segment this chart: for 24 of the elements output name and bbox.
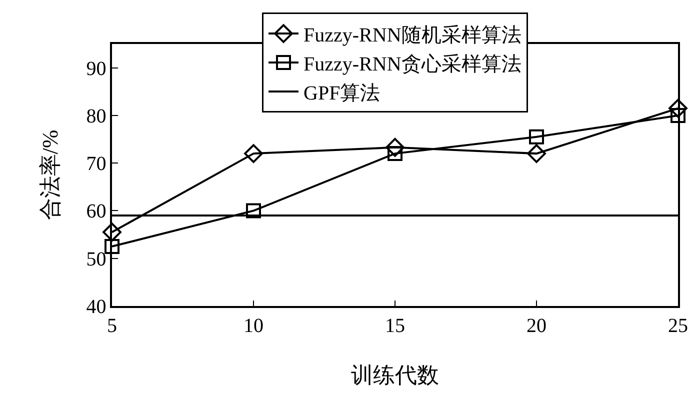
- x-tick-label: 15: [385, 314, 405, 337]
- x-tick-label: 25: [668, 314, 688, 337]
- y-tick-label: 40: [86, 296, 106, 318]
- x-tick-label: 20: [526, 314, 546, 337]
- legend-label: Fuzzy-RNN贪心采样算法: [304, 53, 522, 76]
- y-axis-title: 合法率/%: [38, 130, 62, 220]
- point: [529, 129, 544, 144]
- point: [104, 238, 120, 254]
- point: [244, 144, 263, 164]
- legend-label: Fuzzy-RNN随机采样算法: [304, 24, 522, 46]
- x-axis-title: 训练代数: [351, 362, 439, 388]
- point: [246, 203, 261, 218]
- x-tick-label: 10: [244, 314, 264, 337]
- point: [527, 144, 546, 164]
- x-tick-label: 5: [107, 314, 117, 337]
- point: [668, 98, 688, 118]
- y-tick-label: 60: [86, 200, 106, 223]
- y-tick-label: 90: [86, 58, 106, 80]
- point: [102, 222, 122, 242]
- y-tick-label: 70: [86, 153, 106, 176]
- y-tick-label: 80: [86, 105, 106, 128]
- point: [386, 138, 404, 157]
- legend-label: GPF算法: [304, 82, 380, 104]
- y-tick-label: 50: [86, 248, 106, 270]
